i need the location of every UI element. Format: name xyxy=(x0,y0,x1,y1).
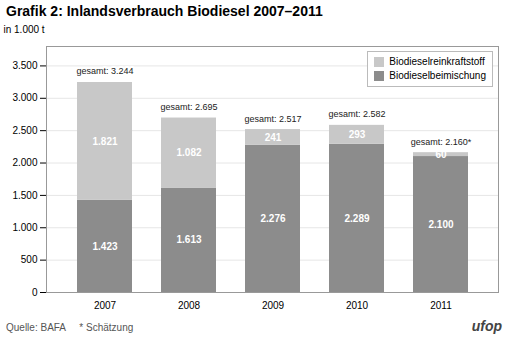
svg-text:gesamt: 2.582: gesamt: 2.582 xyxy=(328,109,385,119)
svg-text:2008: 2008 xyxy=(178,300,201,311)
svg-text:2.289: 2.289 xyxy=(344,213,369,224)
svg-text:2.100: 2.100 xyxy=(428,219,453,230)
html-text:Quelle: BAFA * Schätzung: Quelle: BAFA * Schätzung xyxy=(6,322,134,333)
html-text:Grafik 2: Inlandsverbrauch Bio: Grafik 2: Inlandsverbrauch Biodiesel 200… xyxy=(6,3,323,19)
svg-text:2010: 2010 xyxy=(346,300,369,311)
svg-text:gesamt: 2.517: gesamt: 2.517 xyxy=(244,114,301,124)
svg-text:1.821: 1.821 xyxy=(92,136,117,147)
svg-text:2007: 2007 xyxy=(94,300,117,311)
svg-text:2009: 2009 xyxy=(262,300,285,311)
svg-text:gesamt: 2.160*: gesamt: 2.160* xyxy=(411,137,472,147)
html-text:Biodieselbeimischung: Biodieselbeimischung xyxy=(389,70,486,81)
html-text:Biodieselreinkraftstoff: Biodieselreinkraftstoff xyxy=(389,56,485,67)
svg-text:1.423: 1.423 xyxy=(92,241,117,252)
svg-text:241: 241 xyxy=(265,132,282,143)
svg-text:1.000: 1.000 xyxy=(12,222,37,233)
svg-text:3.000: 3.000 xyxy=(12,92,37,103)
svg-text:2.500: 2.500 xyxy=(12,125,37,136)
svg-text:gesamt: 3.244: gesamt: 3.244 xyxy=(76,66,133,76)
svg-text:293: 293 xyxy=(349,129,366,140)
svg-text:1.613: 1.613 xyxy=(176,234,201,245)
svg-text:0: 0 xyxy=(32,287,38,298)
svg-text:60: 60 xyxy=(435,149,447,160)
svg-text:2.000: 2.000 xyxy=(12,157,37,168)
svg-text:1.082: 1.082 xyxy=(176,147,201,158)
svg-text:2.276: 2.276 xyxy=(260,213,285,224)
svg-text:500: 500 xyxy=(21,254,38,265)
svg-text:2011: 2011 xyxy=(430,300,452,311)
svg-text:3.500: 3.500 xyxy=(12,60,37,71)
html-text:ufop: ufop xyxy=(471,318,502,334)
svg-text:1.500: 1.500 xyxy=(12,190,37,201)
svg-text:gesamt: 2.695: gesamt: 2.695 xyxy=(160,102,217,112)
svg-text:in 1.000 t: in 1.000 t xyxy=(4,24,45,35)
